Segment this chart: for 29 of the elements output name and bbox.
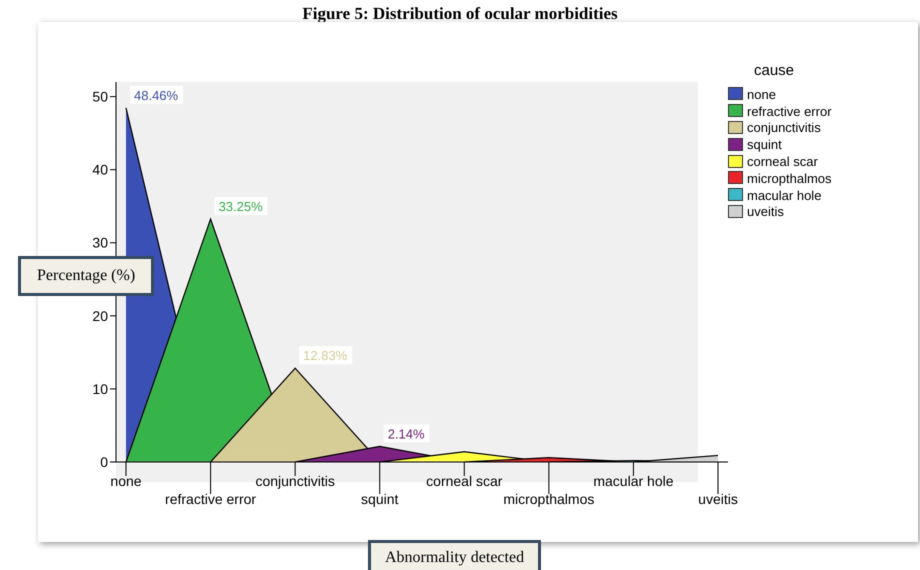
legend-title: cause — [754, 62, 796, 79]
legend-label: micropthalmos — [747, 170, 832, 186]
legend-label: conjunctivitis — [747, 120, 821, 136]
data-label: 48.46% — [134, 88, 179, 103]
legend-label: none — [747, 86, 776, 102]
x-tick-label: macular hole — [593, 473, 674, 489]
y-tick-label: 40 — [92, 162, 108, 178]
x-tick-label: micropthalmos — [503, 491, 594, 507]
legend-label: squint — [747, 137, 782, 152]
legend-label: macular hole — [747, 188, 822, 203]
y-tick-label: 30 — [92, 234, 108, 251]
legend-label: uveitis — [747, 204, 784, 220]
y-tick-label: 0 — [100, 454, 108, 470]
y-tick-label: 50 — [92, 88, 108, 105]
data-label: 33.25% — [218, 199, 264, 214]
legend-label: refractive error — [747, 104, 832, 119]
x-tick-label: uveitis — [698, 491, 738, 507]
x-tick-label: refractive error — [165, 491, 256, 507]
x-tick-label: corneal scar — [426, 473, 503, 489]
data-label: 12.83% — [303, 348, 348, 364]
chart-title: Figure 5: Distribution of ocular morbidities — [301, 4, 619, 24]
x-tick-label: squint — [361, 491, 399, 507]
y-tick-label: 10 — [92, 380, 108, 397]
data-label: 2.14% — [388, 426, 426, 442]
legend-label: corneal scar — [747, 154, 818, 170]
y-tick-label: 20 — [92, 308, 108, 324]
y-axis-title: Percentage (%) — [18, 256, 154, 296]
x-tick-label: conjunctivitis — [255, 473, 335, 489]
x-tick-label: none — [110, 473, 142, 489]
